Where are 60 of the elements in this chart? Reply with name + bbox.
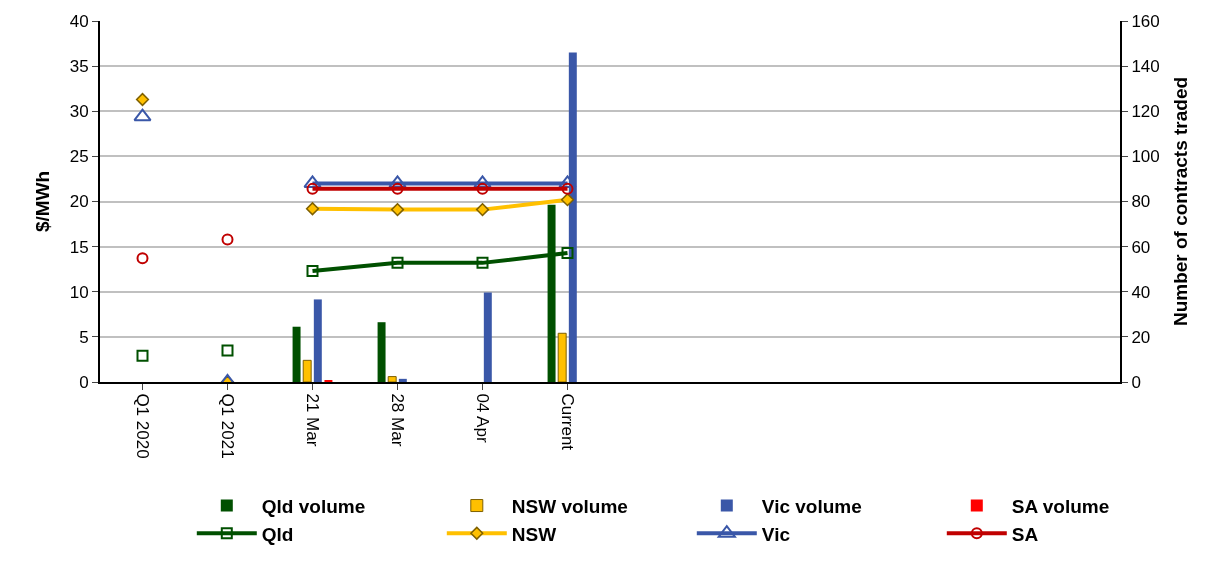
point bbox=[306, 264, 319, 277]
point bbox=[390, 203, 405, 217]
point bbox=[476, 182, 489, 195]
bar bbox=[292, 326, 301, 382]
point bbox=[391, 256, 404, 269]
y-axis-title: $/MWh bbox=[32, 170, 54, 233]
x-tick-label: Q1 2020 bbox=[132, 393, 152, 459]
point bbox=[136, 252, 149, 265]
y2-tick-label: 0 bbox=[1131, 372, 1141, 392]
point bbox=[560, 193, 575, 207]
y-tick-label: 30 bbox=[69, 102, 89, 122]
legend-label: SA bbox=[1011, 523, 1039, 545]
y2-tick-label: 120 bbox=[1131, 102, 1160, 122]
point bbox=[305, 202, 320, 216]
y-tick-label: 35 bbox=[69, 57, 89, 77]
point bbox=[391, 182, 404, 195]
y-tick-label: 0 bbox=[79, 372, 89, 392]
y2-tick-label: 20 bbox=[1131, 327, 1151, 347]
point bbox=[136, 349, 149, 362]
x-tick-label: Q1 2021 bbox=[217, 393, 237, 459]
point bbox=[135, 92, 150, 107]
y2-axis-title: Number of contracts traded bbox=[1170, 76, 1192, 327]
point bbox=[475, 203, 490, 217]
y-tick-label: 5 bbox=[79, 327, 89, 347]
y2-tick-label: 60 bbox=[1131, 237, 1151, 257]
legend-label: Qld volume bbox=[261, 495, 366, 517]
bar bbox=[398, 378, 407, 382]
point bbox=[221, 233, 234, 246]
y2-tick-label: 140 bbox=[1131, 57, 1160, 77]
y-tick-label: 10 bbox=[69, 282, 89, 302]
y-tick-label: 25 bbox=[69, 147, 89, 167]
legend-label: Qld bbox=[261, 523, 294, 545]
point bbox=[561, 182, 574, 195]
legend-label: NSW volume bbox=[511, 495, 628, 517]
x-tick-label: Current bbox=[557, 393, 577, 451]
point bbox=[561, 246, 574, 259]
legend-label: SA volume bbox=[1011, 495, 1110, 517]
y-tick-label: 15 bbox=[69, 237, 89, 257]
x-tick-label: 04 Apr bbox=[472, 393, 492, 443]
legend-label: Vic bbox=[761, 523, 791, 545]
point bbox=[221, 344, 234, 357]
bar bbox=[377, 322, 386, 382]
x-tick-label: 28 Mar bbox=[387, 393, 407, 447]
bar bbox=[302, 359, 312, 382]
point bbox=[476, 256, 489, 269]
y-tick-label: 40 bbox=[69, 11, 89, 31]
y2-tick-label: 40 bbox=[1131, 282, 1151, 302]
bar bbox=[387, 376, 397, 382]
bar bbox=[557, 332, 567, 382]
point bbox=[133, 108, 152, 122]
y-tick-label: 20 bbox=[69, 192, 89, 212]
bar bbox=[313, 299, 322, 382]
x-tick-label: 21 Mar bbox=[302, 393, 322, 447]
y2-tick-label: 160 bbox=[1131, 11, 1160, 31]
legend-label: NSW bbox=[511, 523, 557, 545]
bar bbox=[483, 292, 492, 382]
legend-label: Vic volume bbox=[761, 495, 862, 517]
point bbox=[306, 182, 319, 195]
y2-tick-label: 100 bbox=[1131, 147, 1160, 167]
y2-tick-label: 80 bbox=[1131, 192, 1151, 212]
